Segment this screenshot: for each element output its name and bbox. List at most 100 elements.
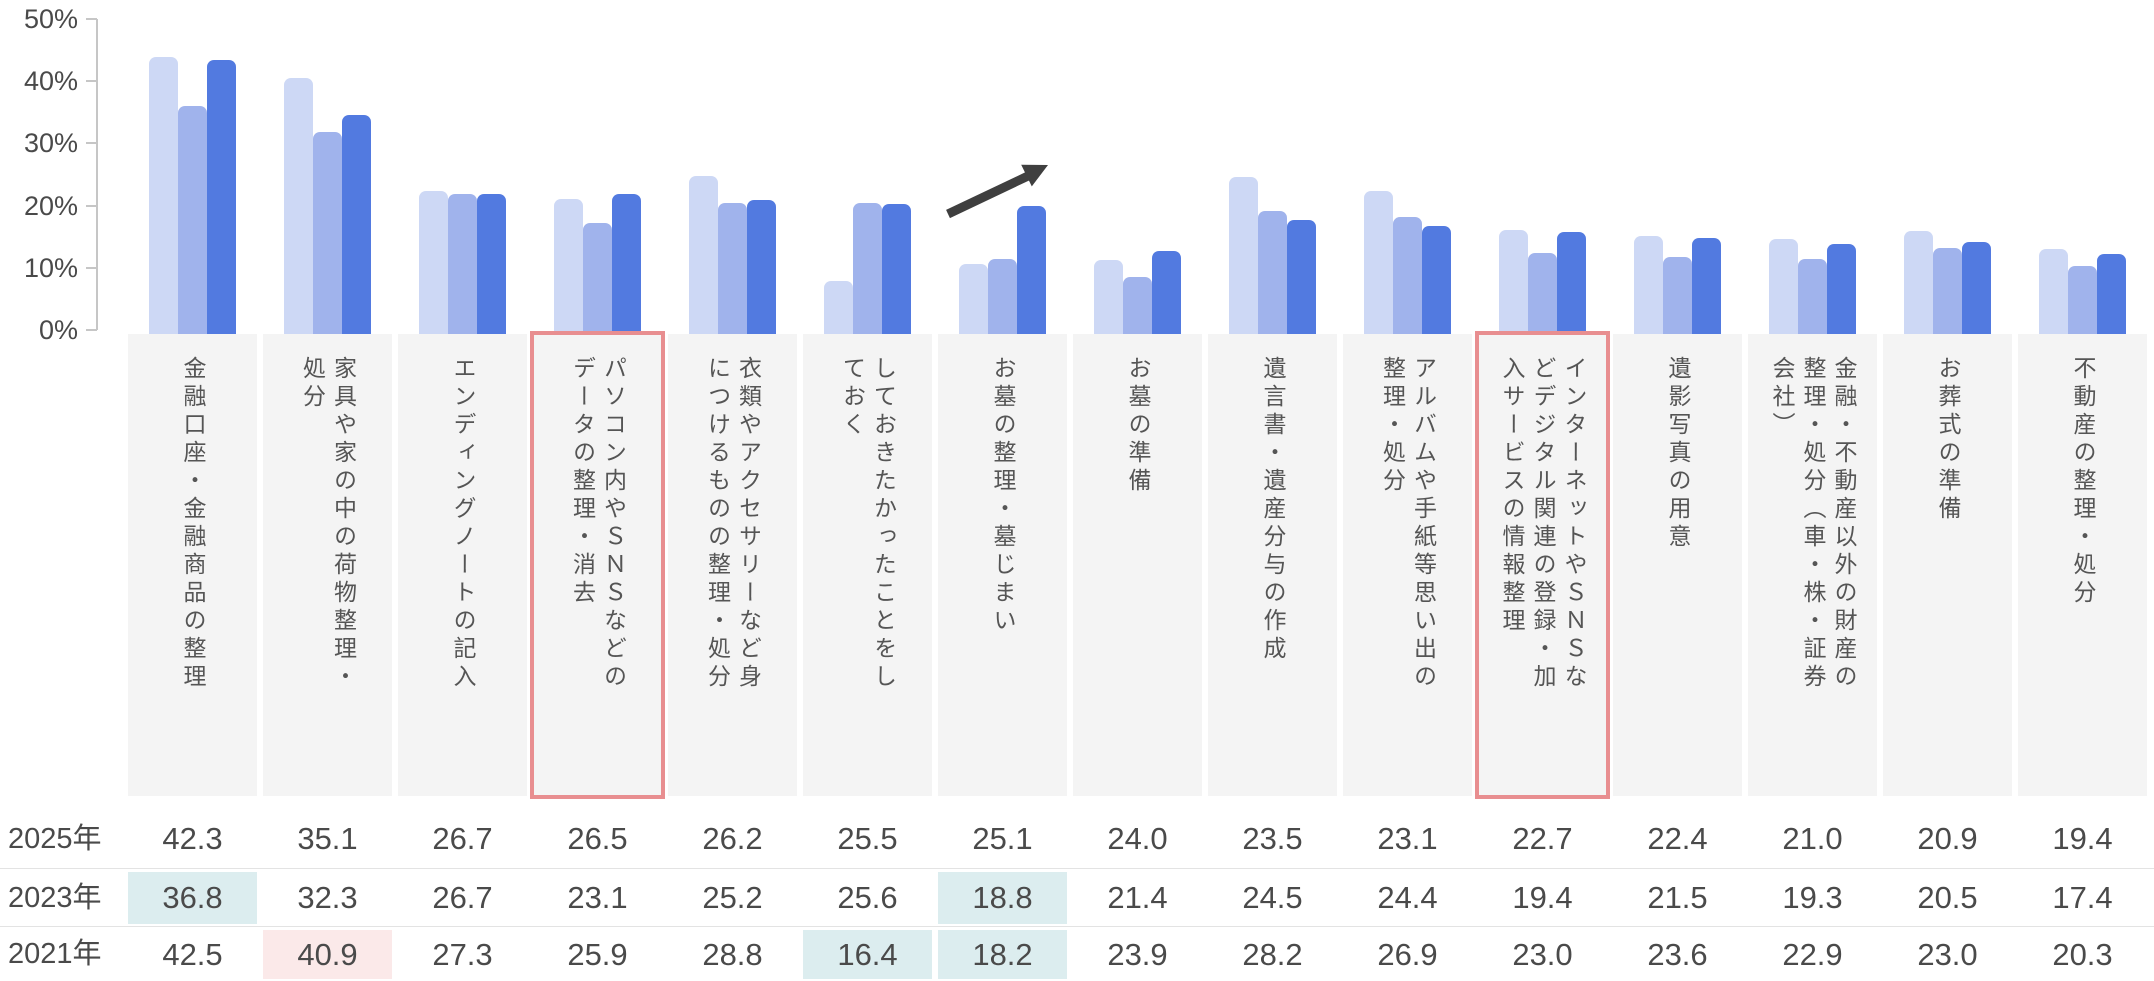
table-value-cell: 25.5 bbox=[837, 821, 898, 856]
category-label-cell: 遺影写真の用意 bbox=[1613, 334, 1742, 796]
y-axis-tick-mark bbox=[86, 142, 97, 145]
bar-2025年-cat3 bbox=[477, 194, 506, 334]
category-label: アルバムや手紙等思い出の整理・処分 bbox=[1379, 356, 1437, 692]
category-label: 家具や家の中の荷物整理・処分 bbox=[299, 356, 357, 692]
table-value-cell: 21.4 bbox=[1107, 880, 1168, 915]
table-value-cell: 40.9 bbox=[263, 930, 392, 979]
category-label-cell: 金融口座・金融商品の整理 bbox=[128, 334, 257, 796]
bar-2025年-cat4 bbox=[612, 194, 641, 334]
table-value-cell: 35.1 bbox=[297, 821, 358, 856]
y-axis-tick-mark bbox=[86, 204, 97, 207]
bar-2025年-cat13 bbox=[1827, 244, 1856, 334]
category-label: お墓の準備 bbox=[1125, 356, 1151, 496]
bar-2023年-cat1 bbox=[178, 106, 207, 334]
bar-2023年-cat12 bbox=[1663, 257, 1692, 334]
table-row-2021年: 2021年 42.5 40.9 27.3 25.9 28.8 16.4 18.2 23.9 28.… bbox=[0, 926, 2154, 981]
bar-2025年-cat6 bbox=[882, 204, 911, 334]
bar-2021年-cat7 bbox=[959, 264, 988, 334]
table-value-cell: 23.9 bbox=[1107, 937, 1168, 972]
bar-2025年-cat12 bbox=[1692, 238, 1721, 334]
bar-2025年-cat9 bbox=[1287, 220, 1316, 334]
category-label-cell: 遺言書・遺産分与の作成 bbox=[1208, 334, 1337, 796]
bar-2021年-cat15 bbox=[2039, 249, 2068, 334]
table-value-cell: 25.1 bbox=[972, 821, 1033, 856]
table-value-cell: 19.4 bbox=[1512, 880, 1573, 915]
table-value-cell: 16.4 bbox=[803, 930, 932, 979]
table-value-cell: 26.7 bbox=[432, 880, 493, 915]
category-label-cell: エンディングノートの記入 bbox=[398, 334, 527, 796]
row-year-label: 2025年 bbox=[8, 823, 102, 855]
table-row-2023年: 2023年 36.8 32.3 26.7 23.1 25.2 25.6 18.8 21.4 24.… bbox=[0, 868, 2154, 927]
bar-2021年-cat4 bbox=[554, 199, 583, 334]
bar-2023年-cat3 bbox=[448, 194, 477, 334]
bar-2021年-cat8 bbox=[1094, 260, 1123, 334]
category-label-cell: アルバムや手紙等思い出の整理・処分 bbox=[1343, 334, 1472, 796]
table-value-cell: 24.5 bbox=[1242, 880, 1303, 915]
table-value-cell: 26.7 bbox=[432, 821, 493, 856]
category-label-cell: 不動産の整理・処分 bbox=[2018, 334, 2147, 796]
table-value-cell: 21.5 bbox=[1647, 880, 1708, 915]
table-value-cell: 22.4 bbox=[1647, 821, 1708, 856]
table-value-cell: 26.2 bbox=[702, 821, 763, 856]
y-axis-tick-label: 50% bbox=[23, 4, 78, 34]
table-value-cell: 28.8 bbox=[702, 937, 763, 972]
category-label: 不動産の整理・処分 bbox=[2070, 356, 2096, 608]
table-value-cell: 19.4 bbox=[2052, 821, 2113, 856]
y-axis-tick-mark bbox=[86, 266, 97, 269]
bar-2023年-cat5 bbox=[718, 203, 747, 334]
bar-2025年-cat5 bbox=[747, 200, 776, 334]
table-value-cell: 42.3 bbox=[162, 821, 223, 856]
bar-2023年-cat11 bbox=[1528, 253, 1557, 334]
category-label-cell: お墓の整理・墓じまい bbox=[938, 334, 1067, 796]
table-value-cell: 17.4 bbox=[2052, 880, 2113, 915]
bar-2021年-cat14 bbox=[1904, 231, 1933, 334]
table-value-cell: 27.3 bbox=[432, 937, 493, 972]
bar-2025年-cat15 bbox=[2097, 254, 2126, 334]
y-axis-tick-label: 0% bbox=[38, 315, 78, 345]
category-label: インターネットやＳＮＳなどデジタル関連の登録・加入サービスの情報整理 bbox=[1499, 356, 1587, 692]
y-axis-tick-mark bbox=[86, 18, 97, 20]
y-axis-tick-mark bbox=[86, 80, 97, 83]
y-axis-line bbox=[96, 19, 98, 330]
table-value-cell: 20.9 bbox=[1917, 821, 1978, 856]
table-value-cell: 24.0 bbox=[1107, 821, 1168, 856]
y-axis-tick-label: 40% bbox=[23, 66, 78, 97]
category-label-cell: インターネットやＳＮＳなどデジタル関連の登録・加入サービスの情報整理 bbox=[1478, 334, 1607, 796]
table-value-cell: 18.2 bbox=[938, 930, 1067, 979]
table-value-cell: 21.0 bbox=[1782, 821, 1843, 856]
trend-arrow-icon bbox=[946, 164, 1048, 219]
bar-2023年-cat14 bbox=[1933, 248, 1962, 334]
bar-2025年-cat11 bbox=[1557, 232, 1586, 334]
table-value-cell: 22.9 bbox=[1782, 937, 1843, 972]
category-label: お墓の整理・墓じまい bbox=[990, 356, 1016, 636]
table-value-cell: 19.3 bbox=[1782, 880, 1843, 915]
table-value-cell: 25.2 bbox=[702, 880, 763, 915]
bar-2023年-cat7 bbox=[988, 259, 1017, 334]
bar-2021年-cat5 bbox=[689, 176, 718, 334]
table-value-cell: 25.9 bbox=[567, 937, 628, 972]
table-value-cell: 42.5 bbox=[162, 937, 223, 972]
category-label: 遺影写真の用意 bbox=[1665, 356, 1691, 552]
table-value-cell: 28.2 bbox=[1242, 937, 1303, 972]
bar-2021年-cat10 bbox=[1364, 191, 1393, 334]
category-label: しておきたかったことをしておく bbox=[839, 356, 897, 692]
bar-2025年-cat14 bbox=[1962, 242, 1991, 334]
category-label-cell: パソコン内やＳＮＳなどのデータの整理・消去 bbox=[533, 334, 662, 796]
bar-2023年-cat2 bbox=[313, 132, 342, 334]
category-label-cell: しておきたかったことをしておく bbox=[803, 334, 932, 796]
bar-2021年-cat12 bbox=[1634, 236, 1663, 334]
category-label: パソコン内やＳＮＳなどのデータの整理・消去 bbox=[569, 356, 627, 692]
bar-2021年-cat2 bbox=[284, 78, 313, 334]
table-value-cell: 20.5 bbox=[1917, 880, 1978, 915]
bar-2021年-cat13 bbox=[1769, 239, 1798, 334]
table-value-cell: 26.9 bbox=[1377, 937, 1438, 972]
bar-2025年-cat7 bbox=[1017, 206, 1046, 334]
bar-2025年-cat8 bbox=[1152, 251, 1181, 334]
bar-2025年-cat1 bbox=[207, 60, 236, 334]
bar-2021年-cat3 bbox=[419, 191, 448, 334]
table-value-cell: 24.4 bbox=[1377, 880, 1438, 915]
y-axis-tick-label: 10% bbox=[23, 252, 78, 283]
bar-2023年-cat6 bbox=[853, 203, 882, 334]
category-label-cell: 金融・不動産以外の財産の整理・処分（車・株・証券会社） bbox=[1748, 334, 1877, 796]
